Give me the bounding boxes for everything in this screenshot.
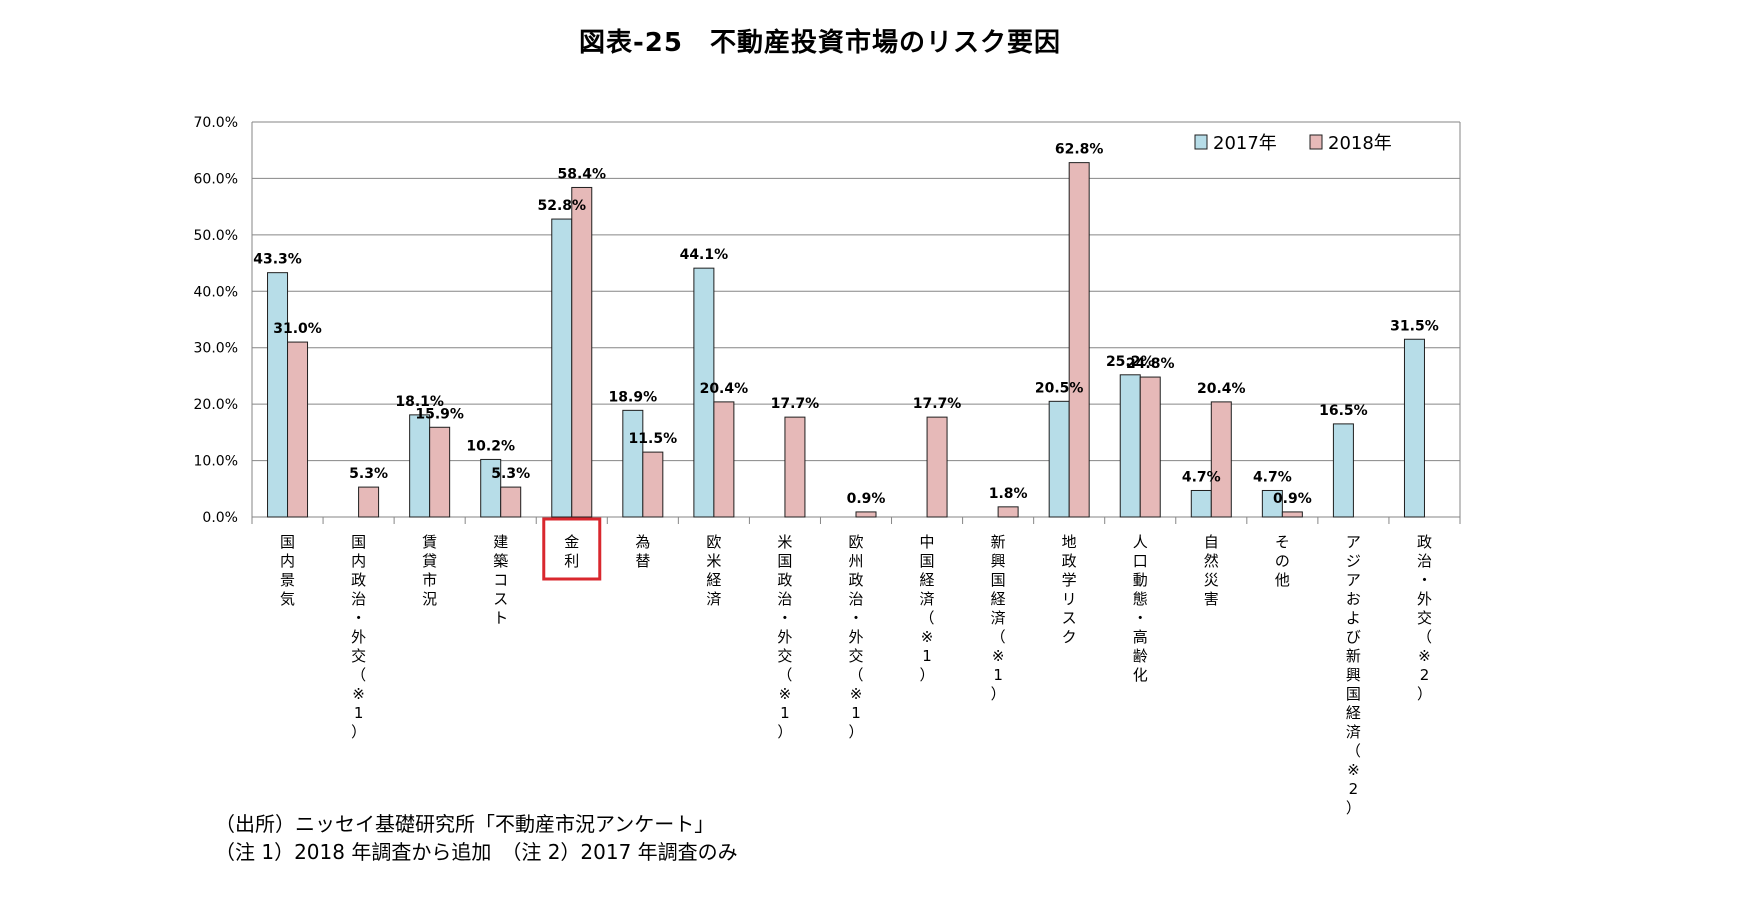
y-tick-label: 10.0% [194,454,238,470]
bar-series-1 [551,218,573,518]
data-label: 10.2% [466,438,515,454]
y-tick-label: 60.0% [194,171,238,187]
data-label: 20.5% [1035,380,1084,396]
highlight-box-rect [542,517,602,581]
bar-series-1 [267,272,289,518]
gridlines [251,121,1461,524]
category-label: 国内景気 [280,533,295,608]
data-label: 5.3% [491,466,530,482]
data-label: 1.8% [989,486,1028,502]
bar-series-1 [1119,374,1141,518]
bar-series-1 [693,267,715,518]
data-label: 43.3% [253,252,302,268]
bar-series-1 [1261,489,1283,518]
remarks-note: （注 1）2018 年調査から追加 （注 2）2017 年調査のみ [215,840,738,864]
bar-series-1 [1048,400,1070,518]
data-label: 16.5% [1319,403,1368,419]
category-label: 国内政治・外交（※ 1） [351,533,366,741]
y-tick-label: 50.0% [194,228,238,244]
bar-series-2 [287,341,309,518]
highlight-box [542,517,602,581]
data-label: 4.7% [1253,469,1292,485]
legend-swatch [1194,134,1208,150]
bar-series-2 [1210,401,1232,518]
data-label: 31.5% [1390,318,1439,334]
bar-series-2 [1139,376,1161,518]
bar-series-2 [358,486,380,518]
bar-series-1 [1332,423,1354,518]
data-label: 20.4% [700,381,749,397]
data-label: 0.9% [847,491,886,507]
category-label: 金利 [564,533,579,570]
x-axis-categories: 国内景気 国内政治・外交（※ 1 ） 賃貸市況 建築コスト 金利 為替 欧米経済 米国政治・外交（… [280,533,1432,817]
legend-swatch [1309,134,1323,150]
category-label: 欧米経済 [706,533,721,608]
data-label: 58.4% [557,166,606,182]
data-label: 44.1% [680,247,729,263]
bar-series-2 [571,186,593,518]
bar-series-2 [1068,162,1090,518]
data-label: 17.7% [771,396,820,412]
bar-series-1 [1403,338,1425,518]
category-label: 新興国経済（※ 1） [991,533,1006,703]
legend-label: 2018年 [1328,133,1392,154]
y-tick-label: 40.0% [194,284,238,300]
bar-series-2 [926,416,948,518]
data-label: 52.8% [537,198,586,214]
data-labels: 43.3% 18.1% 10.2% 52.8% 18.9% 44.1% 20.5% 25.2%… [253,142,1439,507]
bar-series-2 [500,486,522,518]
data-label: 24.8% [1126,356,1175,372]
category-label: 建築コスト [493,533,508,627]
bars [267,162,1425,518]
y-tick-label: 0.0% [202,510,238,526]
category-label: 地政学リスク [1062,533,1077,646]
category-label: 欧州政治・外交（※ 1） [848,533,863,741]
bar-series-2 [784,416,806,518]
category-label: 人口動態・高齢化 [1133,533,1148,684]
legend-label: 2017年 [1213,133,1277,154]
data-label: 4.7% [1182,469,1221,485]
category-label: 政治・外交（※ 2） [1417,533,1432,703]
data-label: 31.0% [273,321,322,337]
category-label: アジアおよび新興国経済（※ 2） [1346,533,1361,817]
bar-series-2 [642,451,664,518]
y-tick-label: 70.0% [194,115,238,131]
source-note: （出所）ニッセイ基礎研究所「不動産市況アンケート」 [215,812,715,836]
bar-series-1 [622,409,644,518]
data-label: 5.3% [349,466,388,482]
bar-series-1 [409,414,431,518]
category-label: 自然災害 [1204,533,1219,608]
bar-series-1 [1190,489,1212,518]
bar-series-2 [855,511,877,518]
bar-series-2 [997,506,1019,518]
data-label: 17.7% [913,396,962,412]
y-tick-label: 20.0% [194,397,238,413]
data-label: 25.2% [1106,354,1155,370]
chart-title: 図表-25 不動産投資市場のリスク要因 [579,28,1061,58]
data-label: 18.1% [395,394,444,410]
bar-series-2 [1281,511,1303,518]
data-label: 0.9% [1273,491,1312,507]
category-label: その他 [1275,533,1290,589]
category-label: 為替 [635,533,650,570]
y-tick-label: 30.0% [194,341,238,357]
category-label: 中国経済（※ 1） [920,533,935,684]
data-label: 62.8% [1055,142,1104,158]
category-label: 賃貸市況 [422,533,437,608]
legend: 2017年 2018年 [1194,133,1392,154]
data-label: 20.4% [1197,381,1246,397]
y-axis-ticks: 0.0% 10.0% 20.0% 30.0% 40.0% 50.0% 60.0% 70.0% [194,115,238,526]
data-label: 15.9% [415,406,464,422]
data-label: 11.5% [629,431,678,447]
bar-series-2 [713,401,735,518]
bar-series-2 [429,426,451,518]
category-label: 米国政治・外交（※ 1） [777,533,792,741]
data-label: 18.9% [609,389,658,405]
